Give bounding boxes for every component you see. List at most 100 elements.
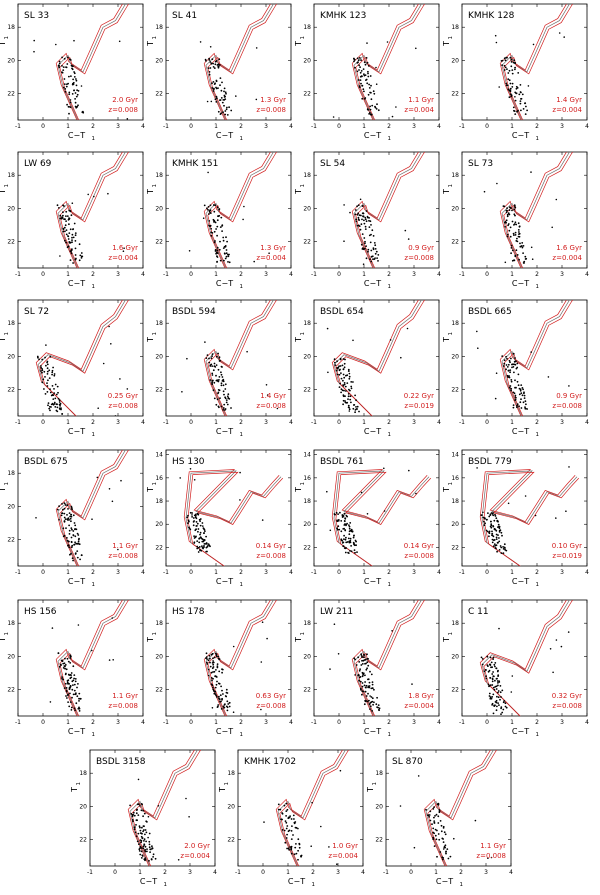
star-point	[488, 685, 490, 688]
x-tick-label: 0	[485, 271, 489, 278]
star-point	[350, 387, 353, 390]
field-star-point	[375, 66, 377, 69]
star-point	[219, 77, 222, 79]
star-point	[53, 401, 56, 404]
y-tick-label: 20	[451, 653, 459, 660]
star-point	[132, 820, 134, 823]
star-point	[43, 388, 45, 390]
star-point	[212, 677, 214, 680]
field-star-point	[453, 837, 455, 840]
star-point	[358, 410, 360, 413]
panel-frame	[313, 599, 440, 717]
star-point	[510, 207, 513, 209]
x-axis-label: C−T	[216, 427, 233, 436]
star-point	[524, 255, 527, 258]
x-tick-label: 1	[362, 271, 366, 278]
star-point	[206, 550, 208, 553]
field-star-point	[337, 653, 340, 655]
star-point	[227, 397, 230, 399]
field-star-point	[563, 36, 565, 38]
star-point	[342, 373, 345, 376]
star-point	[433, 820, 436, 822]
y-tick-label: 20	[451, 205, 459, 212]
star-point	[211, 365, 214, 367]
star-point	[359, 79, 362, 81]
star-point	[514, 62, 517, 64]
age-label: 2.0 Gyr	[112, 96, 138, 104]
field-star-point	[239, 471, 241, 474]
cluster-name: BSDL 654	[320, 307, 364, 317]
star-point	[513, 363, 516, 366]
x-tick-label: 1	[510, 569, 514, 576]
star-point	[507, 233, 509, 236]
field-star-point	[360, 491, 363, 494]
star-point	[202, 527, 205, 529]
star-point	[364, 662, 366, 665]
star-point	[295, 852, 298, 855]
isochrone-line	[479, 600, 567, 716]
x-tick-label: 2	[91, 419, 95, 426]
star-point	[220, 384, 223, 387]
star-point	[518, 405, 520, 408]
star-point	[204, 58, 207, 61]
star-point	[504, 59, 507, 62]
star-point	[148, 832, 151, 835]
star-point	[433, 845, 436, 847]
y-axis-label: T	[146, 189, 155, 195]
star-point	[366, 657, 369, 660]
star-point	[510, 252, 512, 255]
star-point	[345, 390, 347, 392]
star-point	[349, 550, 351, 552]
star-point	[443, 831, 446, 834]
star-point	[507, 363, 510, 366]
star-point	[354, 551, 356, 554]
star-point	[55, 393, 58, 396]
x-tick-label: 0	[41, 271, 45, 278]
metallicity-label: z=0.004	[404, 702, 434, 710]
star-point	[340, 538, 343, 541]
x-tick-label: 1	[66, 271, 70, 278]
field-star-point	[266, 394, 269, 396]
star-point	[72, 514, 75, 517]
star-point	[211, 87, 214, 89]
x-tick-label: 1	[214, 123, 218, 130]
star-point	[209, 204, 212, 207]
x-axis-label: C−T	[364, 131, 381, 140]
star-point	[58, 207, 60, 209]
star-point	[517, 235, 520, 238]
star-point	[348, 530, 351, 533]
isochrone-line	[207, 300, 278, 416]
star-point	[224, 397, 227, 400]
y-tick-label: 18	[7, 320, 15, 327]
star-point	[221, 668, 223, 671]
star-point	[515, 367, 518, 370]
star-point	[369, 705, 372, 708]
x-tick-label: 3	[412, 569, 416, 576]
star-point	[518, 258, 520, 261]
star-point	[370, 260, 373, 263]
star-point	[80, 554, 83, 557]
star-point	[521, 93, 524, 96]
metallicity-label: z=0.008	[108, 106, 138, 114]
star-point	[211, 667, 214, 670]
x-tick-label: 0	[189, 271, 193, 278]
star-point	[215, 683, 218, 686]
star-point	[215, 95, 218, 98]
star-point	[500, 60, 503, 62]
star-point	[209, 61, 212, 63]
field-star-point	[181, 391, 183, 393]
star-point	[352, 404, 355, 406]
star-point	[368, 219, 370, 222]
star-point	[68, 533, 71, 535]
star-point	[337, 525, 340, 528]
star-point	[364, 242, 366, 245]
star-point	[518, 231, 520, 233]
y-tick-label: 18	[303, 320, 311, 327]
star-point	[480, 514, 483, 516]
star-point	[53, 374, 56, 377]
field-star-point	[339, 769, 342, 772]
star-point	[370, 249, 373, 252]
star-point	[215, 60, 218, 62]
star-point	[77, 90, 80, 92]
star-point	[218, 64, 221, 66]
